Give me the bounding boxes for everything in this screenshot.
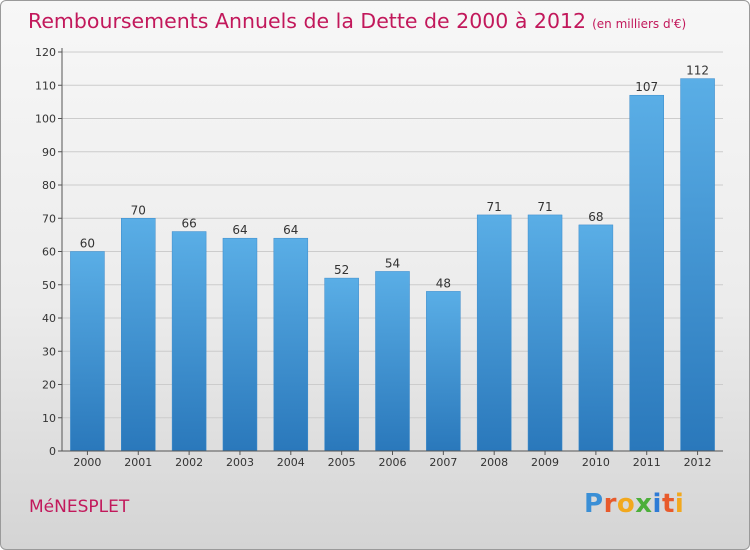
value-label-2011: 107: [635, 80, 658, 94]
place-name: MéNESPLET: [29, 497, 130, 517]
value-label-2010: 68: [588, 210, 603, 224]
value-label-2006: 54: [385, 256, 400, 270]
x-tick-label-2012: 2012: [684, 456, 712, 469]
labels: 0 10 20 30 40 50 60 70 80 90 100 110 120 60 2000 70 2001…: [35, 46, 712, 469]
y-tick-label: 100: [35, 113, 56, 126]
bar-2005: [324, 277, 359, 452]
value-label-2002: 66: [181, 217, 196, 231]
value-label-2012: 112: [686, 64, 709, 78]
x-tick-label-2001: 2001: [124, 456, 152, 469]
bar-2009: [527, 214, 563, 452]
bars: [70, 78, 715, 452]
y-tick-label: 70: [42, 212, 56, 225]
bar-2008: [476, 214, 512, 452]
x-tick-label-2007: 2007: [429, 456, 457, 469]
logo-letter: i: [652, 489, 662, 519]
y-tick-label: 10: [42, 412, 56, 425]
logo-letter: x: [635, 489, 653, 519]
bar-2012: [680, 78, 715, 452]
y-tick-label: 0: [49, 445, 56, 458]
y-tick-label: 120: [35, 46, 56, 59]
x-tick-label-2000: 2000: [73, 456, 101, 469]
y-tick-label: 60: [42, 246, 56, 259]
x-tick-label-2009: 2009: [531, 456, 559, 469]
value-label-2003: 64: [232, 223, 247, 237]
y-tick-label: 90: [42, 146, 56, 159]
logo-letter: P: [584, 489, 604, 519]
value-label-2008: 71: [487, 200, 502, 214]
x-tick-label-2004: 2004: [277, 456, 305, 469]
x-tick-label-2008: 2008: [480, 456, 508, 469]
proxiti-logo: Proxiti: [584, 489, 684, 519]
y-tick-label: 110: [35, 79, 56, 92]
y-tick-label: 80: [42, 179, 56, 192]
value-label-2001: 70: [131, 203, 146, 217]
value-label-2004: 64: [283, 223, 298, 237]
y-tick-label: 50: [42, 279, 56, 292]
logo-letter: o: [616, 489, 636, 519]
bar-2010: [578, 224, 614, 452]
bar-2001: [121, 218, 156, 452]
x-tick-label-2010: 2010: [582, 456, 610, 469]
value-label-2009: 71: [537, 200, 552, 214]
x-tick-label-2003: 2003: [226, 456, 254, 469]
logo-letter: t: [661, 489, 675, 519]
bar-2004: [273, 237, 309, 452]
unit-note: (en milliers d'€): [592, 17, 687, 31]
chart-title-text: Remboursements Annuels de la Dette de 20…: [28, 9, 587, 33]
logo-letter: i: [674, 489, 685, 519]
value-label-2000: 60: [80, 237, 95, 251]
bar-2006: [375, 271, 410, 452]
x-tick-label-2005: 2005: [328, 456, 356, 469]
bar-2000: [70, 251, 105, 452]
x-tick-label-2006: 2006: [379, 456, 407, 469]
logo-letter: r: [603, 489, 617, 519]
bar-2003: [222, 237, 258, 452]
chart-title: Remboursements Annuels de la Dette de 20…: [28, 9, 686, 33]
x-tick-label-2002: 2002: [175, 456, 203, 469]
x-tick-label-2011: 2011: [633, 456, 661, 469]
y-tick-label: 20: [42, 379, 56, 392]
value-label-2005: 52: [334, 263, 349, 277]
y-tick-label: 40: [42, 312, 56, 325]
axes: [58, 48, 723, 455]
y-tick-label: 30: [42, 345, 56, 358]
value-label-2007: 48: [436, 276, 451, 290]
bar-2007: [426, 291, 461, 452]
bar-2011: [629, 94, 664, 452]
bar-2002: [171, 231, 207, 452]
